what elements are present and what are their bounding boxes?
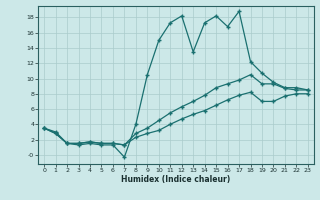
X-axis label: Humidex (Indice chaleur): Humidex (Indice chaleur) xyxy=(121,175,231,184)
